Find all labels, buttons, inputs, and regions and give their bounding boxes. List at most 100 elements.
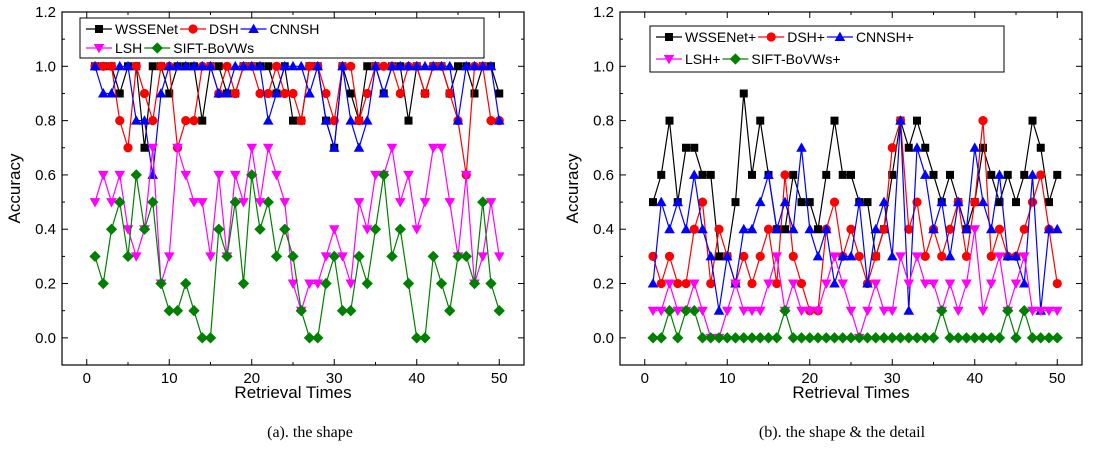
data-point [969, 332, 981, 344]
data-point [663, 305, 676, 317]
data-point [854, 251, 864, 261]
data-point [180, 170, 192, 181]
series-dsh [90, 61, 504, 180]
data-point [1027, 197, 1038, 207]
data-point [123, 143, 133, 153]
data-point [460, 250, 472, 263]
legend-label: SIFT-BoVWs+ [751, 51, 840, 67]
data-point [837, 279, 849, 289]
data-point [895, 115, 906, 125]
data-point [946, 170, 954, 179]
data-point [755, 251, 765, 261]
data-point [886, 332, 898, 344]
legend-marker [188, 24, 198, 34]
data-point [886, 306, 898, 317]
data-point [370, 60, 381, 71]
data-point [680, 305, 692, 317]
legend-label: LSH [115, 40, 142, 56]
data-point [846, 224, 856, 234]
data-point [920, 251, 930, 261]
series-line [653, 229, 1058, 340]
data-point [928, 279, 939, 289]
data-point [386, 143, 398, 154]
legend-label: DSH [209, 21, 239, 37]
legend-label: SIFT-BoVWs [173, 40, 254, 56]
data-point [155, 88, 167, 98]
data-point [289, 116, 297, 125]
data-point [788, 251, 798, 261]
data-point [147, 143, 159, 154]
data-point [696, 332, 709, 344]
legend-marker [663, 55, 675, 65]
data-point [985, 279, 997, 289]
data-point [911, 252, 923, 262]
data-point [929, 170, 938, 179]
data-point [444, 305, 456, 317]
data-point [486, 116, 496, 126]
data-point [105, 223, 118, 235]
data-point [895, 252, 906, 262]
data-point [903, 305, 915, 315]
data-point [796, 142, 807, 152]
data-point [122, 60, 134, 71]
data-point [444, 60, 456, 71]
data-point [89, 250, 101, 263]
y-axis-label: Accuracy [563, 153, 582, 223]
y-tick-label: 1.0 [35, 58, 56, 75]
data-point [795, 332, 808, 344]
data-point [312, 279, 324, 289]
data-point [436, 143, 447, 154]
data-point [837, 250, 849, 261]
data-point [731, 198, 740, 207]
data-point [320, 115, 332, 125]
data-point [188, 305, 200, 317]
series-line [94, 174, 500, 339]
data-point [804, 223, 816, 234]
data-point [147, 196, 159, 208]
data-point [139, 88, 150, 99]
y-tick-label: 0.8 [35, 113, 56, 130]
data-point [403, 170, 414, 181]
data-point [730, 279, 741, 289]
data-point [804, 306, 816, 317]
data-point [673, 278, 683, 289]
data-point [262, 196, 274, 208]
data-point [878, 332, 890, 344]
caption-b: (b). the shape & the detail [758, 424, 926, 441]
data-point [1035, 306, 1047, 317]
data-point [394, 223, 406, 235]
data-point [853, 332, 865, 344]
data-point [420, 88, 430, 99]
data-point [246, 169, 258, 181]
data-point [1036, 170, 1046, 180]
x-tick-label: 30 [884, 370, 901, 387]
data-point [928, 223, 939, 234]
data-point [787, 223, 799, 234]
data-point [845, 250, 857, 261]
data-point [188, 60, 200, 71]
y-tick-label: 0.2 [593, 276, 614, 293]
data-point [460, 60, 472, 71]
data-point [862, 278, 873, 288]
data-point [427, 60, 439, 71]
series-sift-bovws [89, 169, 505, 344]
data-point [1053, 170, 1062, 179]
data-point [993, 332, 1006, 344]
data-point [254, 223, 266, 235]
data-point [655, 332, 667, 344]
data-point [354, 116, 364, 126]
data-point [970, 197, 980, 207]
data-point [246, 60, 258, 71]
data-point [830, 116, 839, 125]
data-point [495, 89, 504, 98]
data-point [279, 198, 291, 208]
data-point [649, 198, 657, 207]
data-point [903, 279, 915, 289]
data-point [779, 196, 791, 207]
data-point [97, 170, 109, 181]
data-point [238, 60, 249, 71]
data-point [738, 332, 750, 344]
data-point [845, 332, 857, 344]
data-point [345, 305, 357, 317]
